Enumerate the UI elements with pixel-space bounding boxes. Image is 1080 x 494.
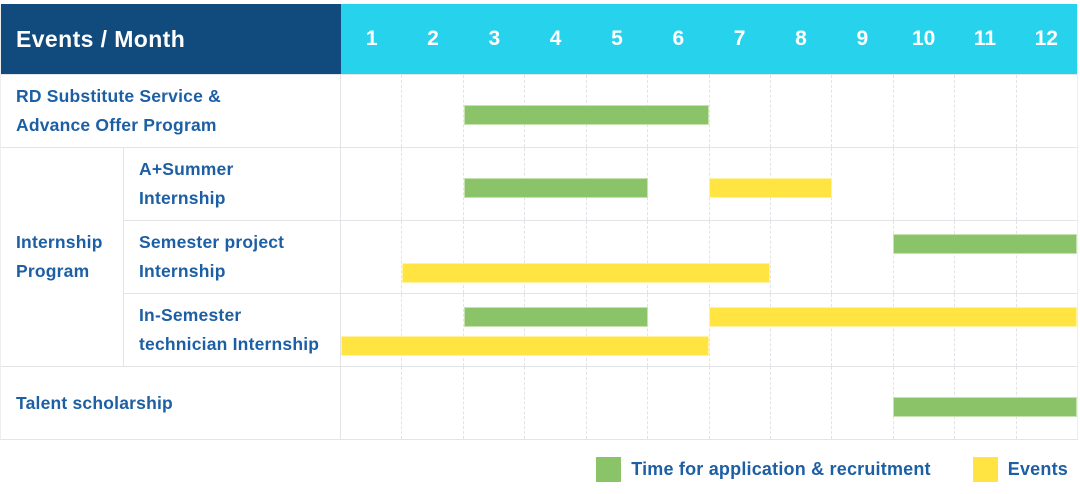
events-month-corner-header: Events / Month <box>1 4 341 74</box>
month-grid-cell <box>585 294 647 366</box>
month-grid-cell <box>647 367 708 439</box>
month-grid-cell <box>401 294 462 366</box>
month-header-cell: 9 <box>856 27 869 50</box>
month-grid-cell <box>341 221 401 293</box>
month-grid-cell <box>708 221 770 293</box>
month-header-cell: 2 <box>427 27 439 50</box>
month-grid-cell <box>708 367 770 439</box>
row-chart-area <box>341 293 1077 366</box>
month-grid-cell <box>769 221 831 293</box>
month-header-cell: 4 <box>549 27 562 50</box>
month-grid-cell <box>462 221 524 293</box>
month-grid-cell <box>892 221 954 293</box>
gantt-bar-yellow <box>709 307 1077 327</box>
month-grid-cell <box>831 367 892 439</box>
month-grid-cell <box>769 294 831 366</box>
month-grid-cell <box>462 294 524 366</box>
month-header-cell: 7 <box>733 27 746 50</box>
month-grid-cell <box>401 221 462 293</box>
month-grid-cell <box>1015 75 1077 147</box>
gantt-bar-green <box>463 105 709 125</box>
month-grid-cell <box>892 75 954 147</box>
legend-yellow-label: Events <box>1007 459 1068 479</box>
month-grid-cell <box>462 367 524 439</box>
gantt-bar-green <box>893 234 1077 254</box>
month-grid-cell <box>831 294 892 366</box>
month-grid-cell <box>831 221 892 293</box>
row-label: Talent scholarship <box>1 366 341 439</box>
month-grid-cell <box>831 148 892 220</box>
month-grid-cell <box>954 294 1015 366</box>
month-grid-cell <box>831 75 892 147</box>
row-label: In-Semester technician Internship <box>124 293 341 366</box>
month-grid-cell <box>708 294 770 366</box>
row-chart-area <box>341 366 1077 439</box>
legend-yellow-swatch-icon <box>972 457 998 482</box>
gantt-bar-yellow <box>402 263 771 283</box>
month-header-cell: 5 <box>611 27 623 50</box>
row-group-label: Internship Program <box>1 147 124 366</box>
gantt-bar-green <box>893 397 1077 417</box>
month-grid-cell <box>647 148 708 220</box>
month-grid-cell <box>401 148 462 220</box>
month-grid-cell <box>892 148 954 220</box>
month-grid-cell <box>1015 148 1077 220</box>
row-chart-area <box>341 220 1077 293</box>
month-grid-cell <box>954 148 1015 220</box>
month-grid-cell <box>524 294 585 366</box>
month-grid-cell <box>954 221 1015 293</box>
legend-green-swatch-icon <box>596 457 622 482</box>
month-grid-cell <box>647 294 708 366</box>
month-grid-cell <box>585 221 647 293</box>
month-grid-cell <box>769 367 831 439</box>
legend: Time for application & recruitment Event… <box>596 457 1068 482</box>
month-header-cell: 10 <box>911 27 936 50</box>
row-chart-area <box>341 74 1077 147</box>
month-grid-cell <box>341 367 401 439</box>
month-grid-cell <box>524 367 585 439</box>
month-grid-cell <box>462 148 524 220</box>
month-header-cell: 1 <box>365 27 378 50</box>
gantt-bar-green <box>463 307 648 327</box>
month-grid-cell <box>708 75 770 147</box>
gantt-bar-yellow <box>341 336 709 356</box>
month-header-strip: 1 2 3 4 5 6 7 8 9 10 11 12 <box>341 4 1077 74</box>
table-header-row: Events / Month 1 2 3 4 5 6 7 8 9 10 11 12 <box>1 4 1077 74</box>
table-body: RD Substitute Service & Advance Offer Pr… <box>1 74 1077 439</box>
month-grid-cell <box>462 75 524 147</box>
month-grid-cell <box>524 221 585 293</box>
month-grid-cell <box>585 367 647 439</box>
month-header-cell: 3 <box>488 27 501 50</box>
month-grid-cell <box>892 294 954 366</box>
legend-green-label: Time for application & recruitment <box>631 459 931 479</box>
month-grid-cell <box>341 148 401 220</box>
row-chart-area <box>341 147 1077 220</box>
gantt-bar-yellow <box>709 178 832 198</box>
month-grid-cell <box>1015 221 1077 293</box>
row-label: A+Summer Internship <box>124 147 341 220</box>
month-grid-cell <box>1015 294 1077 366</box>
month-header-cell: 6 <box>672 27 685 50</box>
schedule-table: Events / Month 1 2 3 4 5 6 7 8 9 10 11 12 RD Substi… <box>0 4 1078 440</box>
row-label: Semester project Internship <box>124 220 341 293</box>
month-header-cell: 12 <box>1034 27 1058 50</box>
month-header-cell: 11 <box>973 27 997 50</box>
month-header-cell: 8 <box>795 27 807 50</box>
gantt-bar-green <box>463 178 648 198</box>
month-grid-cell <box>769 75 831 147</box>
row-label: RD Substitute Service & Advance Offer Pr… <box>1 74 341 147</box>
month-grid-cell <box>341 75 401 147</box>
month-grid-cell <box>401 367 462 439</box>
month-grid-cell <box>401 75 462 147</box>
month-grid-cell <box>954 75 1015 147</box>
month-grid-cell <box>647 221 708 293</box>
